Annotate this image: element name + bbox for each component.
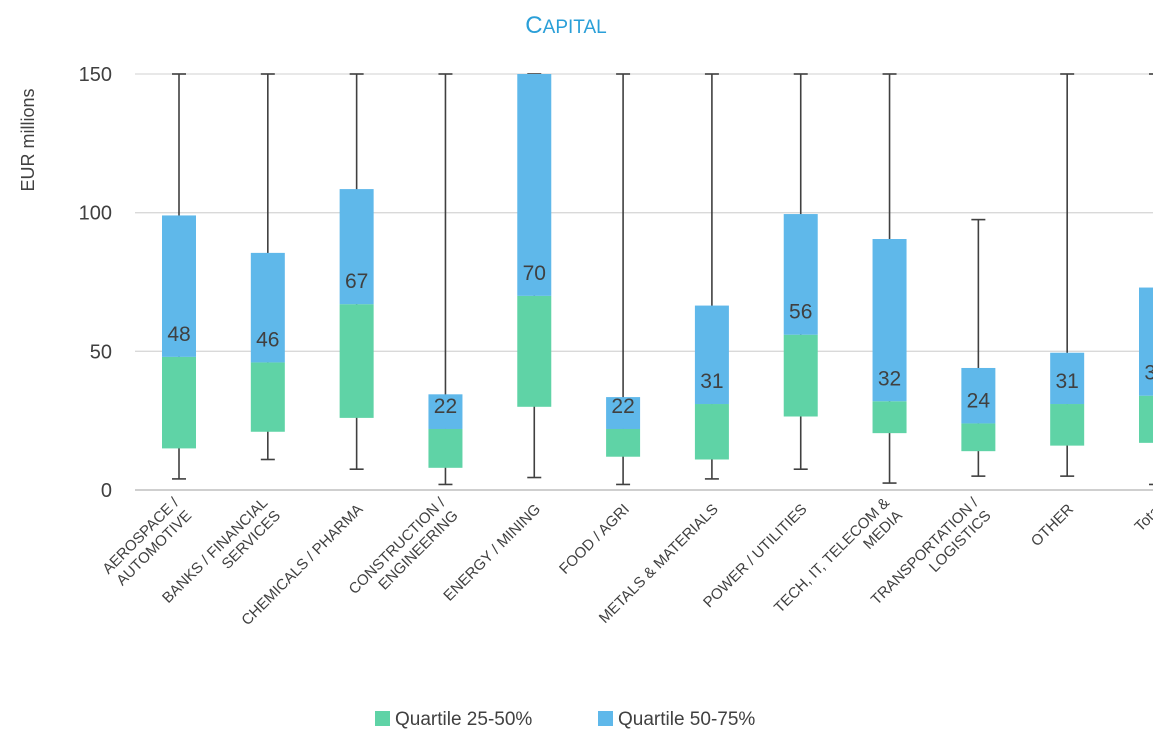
legend-swatch-q50-75 (598, 711, 613, 726)
bar-q25-50 (162, 356, 196, 449)
bar-q50-75 (339, 189, 374, 305)
bar-q50-75 (961, 367, 996, 424)
bar-q25-50 (961, 423, 996, 452)
data-label: 32 (878, 367, 901, 390)
bar-q50-75 (1139, 287, 1153, 396)
data-label: 31 (1056, 370, 1079, 393)
bar-group: 48 (162, 73, 196, 480)
bar-group: 22 (606, 73, 641, 486)
y-tick-label: 0 (101, 480, 112, 502)
bar-q25-50 (1139, 395, 1153, 443)
bar-group: 70 (517, 73, 552, 479)
bar-q25-50 (250, 362, 285, 432)
bar-group: 46 (250, 73, 285, 461)
bar-q25-50 (339, 304, 374, 418)
bar-q50-75 (162, 215, 196, 357)
bar-q50-75 (783, 214, 818, 335)
y-axis-ticks: 0 50 100 150 (79, 64, 112, 502)
legend: Quartile 25-50% Quartile 50-75% (375, 709, 755, 730)
data-label: 46 (256, 328, 279, 351)
data-label: 56 (789, 301, 812, 324)
data-label: 24 (967, 389, 991, 412)
data-label: 70 (523, 262, 546, 285)
bar-group: 24 (961, 218, 996, 477)
bar-group: 22 (428, 73, 463, 486)
gridlines (135, 73, 1153, 491)
y-tick-label: 100 (79, 203, 112, 225)
bar-q25-50 (1050, 404, 1085, 446)
bar-q50-75 (606, 397, 641, 429)
legend-label-q50-75: Quartile 50-75% (618, 709, 755, 730)
bar-q25-50 (606, 428, 641, 457)
bar-q25-50 (428, 428, 463, 468)
bar-q25-50 (783, 334, 818, 417)
bar-q50-75 (1050, 352, 1085, 405)
bars: 48 46 67 22 70 22 31 56 32 24 31 34 (162, 73, 1153, 486)
bar-group: 31 (694, 73, 729, 480)
data-label: 22 (611, 395, 634, 418)
bar-q50-75 (428, 394, 463, 429)
y-tick-label: 150 (79, 64, 112, 86)
bar-q25-50 (872, 401, 907, 434)
data-label: 67 (345, 270, 368, 293)
bar-q50-75 (872, 239, 907, 402)
legend-label-q25-50: Quartile 25-50% (395, 709, 532, 730)
data-label: 48 (167, 323, 190, 346)
bar-q50-75 (694, 305, 729, 405)
bar-q50-75 (517, 74, 552, 296)
bar-q50-75 (250, 252, 285, 363)
chart-title: CAPITAL (525, 12, 606, 39)
data-label: 22 (434, 395, 457, 418)
y-axis-label: EUR millions (18, 88, 38, 191)
bar-group: 56 (783, 73, 818, 471)
x-category-label: FOOD / AGRI (556, 501, 633, 578)
data-label: 31 (700, 370, 723, 393)
bar-group: 31 (1050, 73, 1085, 477)
bar-q25-50 (517, 295, 552, 407)
bar-group: 32 (872, 73, 907, 484)
x-category-label: Total (1131, 501, 1153, 535)
x-category-label: OTHER (1028, 501, 1077, 550)
legend-swatch-q25-50 (375, 711, 390, 726)
bar-q25-50 (694, 404, 729, 460)
bar-group: 67 (339, 73, 374, 471)
y-tick-label: 50 (90, 341, 112, 363)
data-label: 34 (1144, 362, 1153, 385)
bar-group: 34 (1139, 73, 1153, 486)
